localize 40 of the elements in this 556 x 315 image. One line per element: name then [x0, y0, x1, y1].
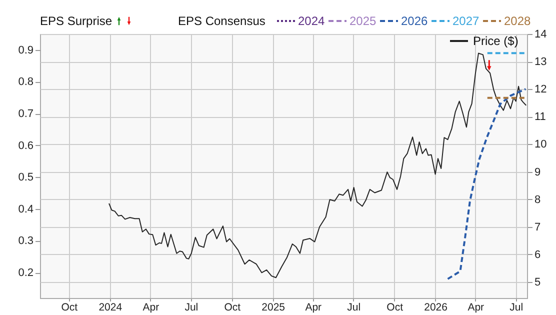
y2-tick-label: 12	[534, 84, 547, 96]
y2-tick-label: 8	[534, 194, 541, 206]
legend-label: 2026	[401, 14, 428, 28]
legend-label: 2025	[350, 14, 377, 28]
x-tick-label: Oct	[224, 302, 241, 314]
line-series	[446, 88, 527, 280]
x-tick-label: Jul	[510, 302, 524, 314]
y-tick-label: 0.6	[18, 140, 34, 152]
y2-tick-label: 7	[534, 221, 541, 234]
x-tick-label: Apr	[142, 302, 160, 314]
x-tick-label: Jul	[347, 302, 361, 314]
y-tick-label: 0.5	[18, 172, 34, 184]
y-tick-label: 0.2	[18, 267, 34, 280]
y2-tick-label: 14	[534, 28, 547, 40]
y-tick-label: 0.3	[18, 235, 34, 248]
text: EPS Surprise	[40, 14, 112, 28]
y2-tick-label: 13	[534, 56, 547, 68]
legend-label: 2027	[452, 14, 480, 28]
y-tick-label: 0.7	[18, 108, 34, 120]
legend-title: EPS Consensus	[178, 14, 266, 28]
y2-tick-label: 11	[534, 111, 546, 124]
y2-tick-label: 6	[534, 248, 541, 261]
x-tick-label: Apr	[305, 302, 322, 314]
y2-tick-label: 9	[534, 166, 541, 178]
x-tick-label: Oct	[61, 302, 78, 314]
y-tick-label: 0.8	[18, 76, 34, 88]
y-tick-label: 0.9	[18, 44, 34, 56]
legend-label: 2024	[298, 14, 326, 28]
x-tick-label: Apr	[468, 302, 485, 314]
y-tick-label: 0.4	[18, 203, 34, 216]
legend-label: 2028	[504, 14, 532, 28]
y2-tick-label: 10	[534, 138, 547, 151]
y2-tick-label: 5	[534, 276, 541, 289]
line-series	[108, 52, 527, 278]
x-tick-label: Oct	[386, 302, 404, 314]
x-tick-label: 2024	[98, 302, 122, 314]
x-tick-label: Jul	[184, 302, 198, 314]
legend-label: Price ($)	[473, 34, 518, 48]
x-tick-label: 2026	[424, 302, 448, 314]
x-tick-label: 2025	[262, 302, 286, 314]
